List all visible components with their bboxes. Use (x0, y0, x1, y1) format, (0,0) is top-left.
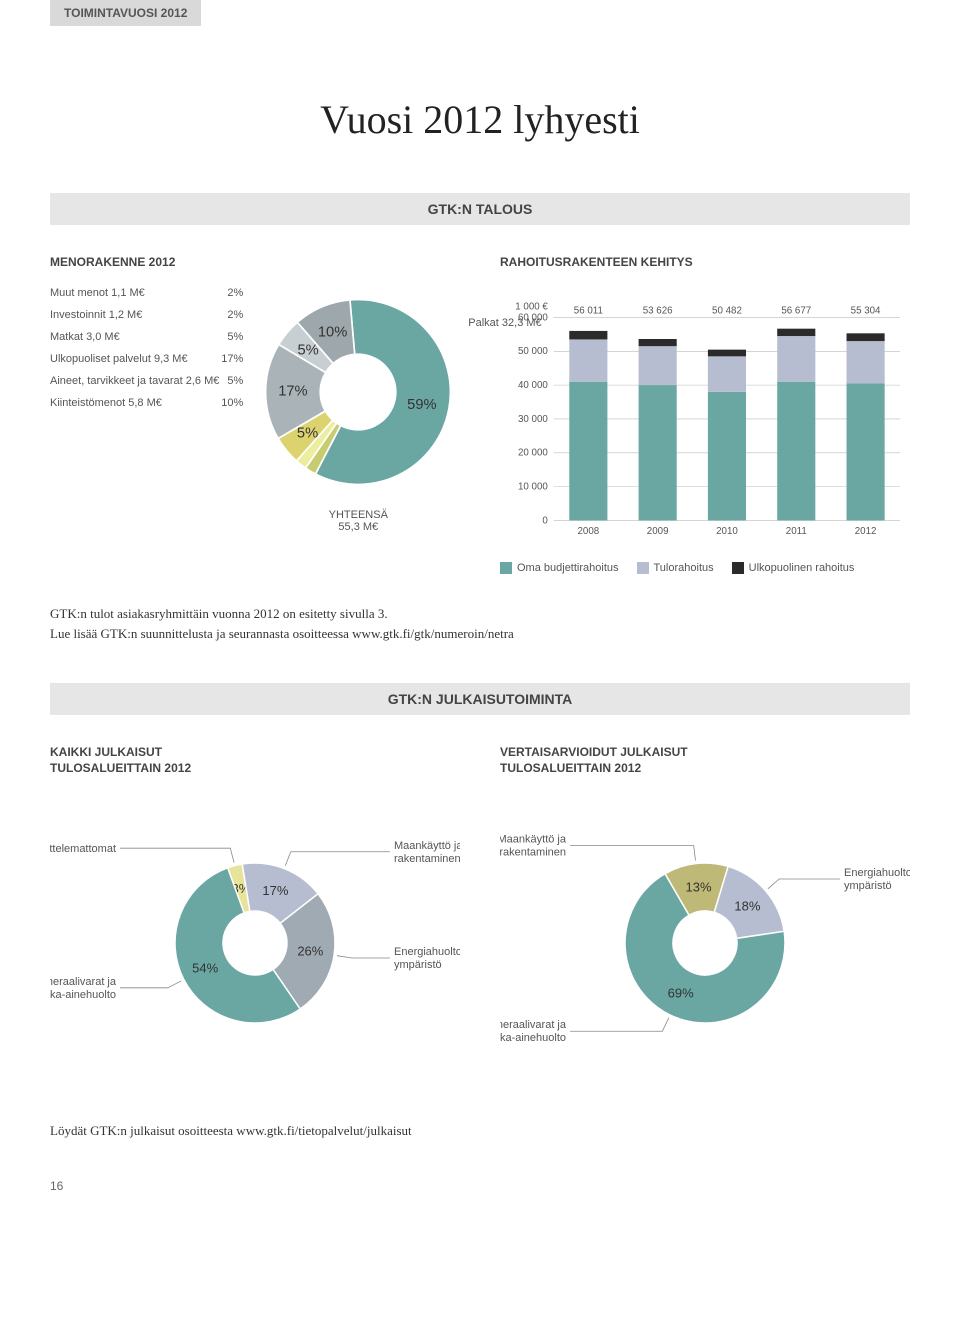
pub-peer-headings: VERTAISARVIOIDUT JULKAISUT TULOSALUEITTA… (500, 745, 910, 793)
svg-text:Maankäyttö ja: Maankäyttö ja (394, 840, 460, 852)
section-band-julkaisu: GTK:N JULKAISUTOIMINTA (50, 683, 910, 715)
menorakenne-pie-svg: 59% 5% 17% 5% 10% (253, 287, 463, 497)
svg-text:Mineraalivarat ja: Mineraalivarat ja (50, 976, 117, 988)
svg-text:10%: 10% (318, 324, 347, 340)
svg-text:40 000: 40 000 (518, 380, 548, 391)
svg-text:2012: 2012 (855, 526, 877, 537)
legend-item: Muut menot 1,1 M€2% (50, 287, 243, 299)
svg-text:2011: 2011 (786, 526, 807, 537)
svg-text:2009: 2009 (647, 526, 669, 537)
header-tab: TOIMINTAVUOSI 2012 (50, 0, 201, 26)
svg-text:55 304: 55 304 (851, 306, 881, 317)
legend-item: Matkat 3,0 M€5% (50, 331, 243, 343)
legend-item: Investoinnit 1,2 M€2% (50, 309, 243, 321)
palkat-text: Palkat 32,3 M€ (468, 317, 541, 329)
total-label: YHTEENSÄ (253, 509, 463, 521)
svg-text:30 000: 30 000 (518, 414, 548, 425)
svg-text:17%: 17% (262, 883, 288, 898)
svg-text:20 000: 20 000 (518, 448, 548, 459)
pub-peer-col: 13% 18% 69% Maankäyttö jarakentaminen Energi… (500, 793, 910, 1093)
pub-peer-heading: VERTAISARVIOIDUT JULKAISUT (500, 745, 910, 759)
svg-text:56 677: 56 677 (781, 306, 811, 317)
menorakenne-legend: Muut menot 1,1 M€2% Investoinnit 1,2 M€2%… (50, 287, 243, 419)
body-text-2: Lue lisää GTK:n suunnittelusta ja seuran… (50, 624, 910, 644)
section-band-talous: GTK:N TALOUS (50, 193, 910, 225)
menorakenne-col: MENORAKENNE 2012 Muut menot 1,1 M€2% Inve… (50, 255, 460, 574)
svg-text:rakentaminen: rakentaminen (394, 853, 460, 865)
menorakenne-total: YHTEENSÄ 55,3 M€ (253, 509, 463, 533)
rahoitus-legend: Oma budjettirahoitus Tulorahoitus Ulkopuol… (500, 562, 910, 574)
pub-all-heading: KAIKKI JULKAISUT (50, 745, 460, 759)
svg-text:26%: 26% (297, 944, 323, 959)
legend-item: Ulkopuoliset palvelut 9,3 M€17% (50, 353, 243, 365)
pub-peer-subheading: TULOSALUEITTAIN 2012 (500, 761, 910, 775)
pub-all-subheading: TULOSALUEITTAIN 2012 (50, 761, 460, 775)
bar-legend-item: Ulkopuolinen rahoitus (732, 562, 855, 574)
rahoitus-col: RAHOITUSRAKENTEEN KEHITYS 0 10 000 20 000 3… (500, 255, 910, 574)
svg-text:59%: 59% (407, 397, 436, 413)
bar-legend-item: Oma budjettirahoitus (500, 562, 619, 574)
svg-text:10 000: 10 000 (518, 482, 548, 493)
page-number: 16 (50, 1179, 910, 1193)
svg-text:raaka-ainehuolto: raaka-ainehuolto (50, 989, 116, 1001)
svg-text:Mineraalivarat ja: Mineraalivarat ja (500, 1019, 567, 1031)
svg-text:raaka-ainehuolto: raaka-ainehuolto (500, 1032, 566, 1044)
svg-text:1 000 €: 1 000 € (515, 302, 548, 313)
svg-text:5%: 5% (298, 342, 319, 358)
svg-text:17%: 17% (278, 384, 307, 400)
finance-row: MENORAKENNE 2012 Muut menot 1,1 M€2% Inve… (50, 255, 910, 574)
svg-text:69%: 69% (668, 986, 694, 1001)
svg-text:Luokittelemattomat: Luokittelemattomat (50, 843, 116, 855)
menorakenne-pie: 59% 5% 17% 5% 10% (253, 287, 463, 497)
svg-text:ympäristö: ympäristö (844, 880, 892, 892)
pub-all-headings: KAIKKI JULKAISUT TULOSALUEITTAIN 2012 (50, 745, 460, 793)
palkat-label: Palkat 32,3 M€ (468, 317, 558, 329)
svg-text:ympäristö: ympäristö (394, 959, 442, 971)
menorakenne-heading: MENORAKENNE 2012 (50, 255, 460, 269)
svg-text:54%: 54% (192, 961, 218, 976)
pub-all-pie: 3%17%26%54%LuokittelemattomatMaankäyttö … (50, 793, 460, 1093)
svg-text:50 482: 50 482 (712, 306, 742, 317)
legend-item: Aineet, tarvikkeet ja tavarat 2,6 M€5% (50, 375, 243, 387)
publications-headings-row: KAIKKI JULKAISUT TULOSALUEITTAIN 2012 VE… (50, 745, 910, 793)
svg-text:5%: 5% (297, 425, 318, 441)
body-text: GTK:n tulot asiakasryhmittäin vuonna 201… (50, 604, 910, 643)
svg-text:0: 0 (542, 515, 548, 526)
svg-text:56 011: 56 011 (574, 306, 603, 317)
svg-text:13%: 13% (686, 879, 712, 894)
rahoitus-heading: RAHOITUSRAKENTEEN KEHITYS (500, 255, 910, 269)
svg-text:18%: 18% (734, 899, 760, 914)
pub-peer-pie: 13% 18% 69% Maankäyttö jarakentaminen Energi… (500, 793, 910, 1093)
total-value: 55,3 M€ (253, 521, 463, 533)
svg-text:Energiahuolto ja: Energiahuolto ja (394, 946, 460, 958)
pub-all-col: 3%17%26%54%LuokittelemattomatMaankäyttö … (50, 793, 460, 1093)
svg-text:rakentaminen: rakentaminen (500, 847, 566, 859)
bottom-note: Löydät GTK:n julkaisut osoitteesta www.g… (50, 1123, 910, 1139)
page: TOIMINTAVUOSI 2012 Vuosi 2012 lyhyesti G… (0, 0, 960, 1233)
svg-text:50 000: 50 000 (518, 346, 548, 357)
publications-row: 3%17%26%54%LuokittelemattomatMaankäyttö … (50, 793, 910, 1093)
page-title: Vuosi 2012 lyhyesti (50, 96, 910, 143)
svg-text:53 626: 53 626 (643, 306, 673, 317)
svg-text:Maankäyttö ja: Maankäyttö ja (500, 834, 567, 846)
svg-text:2010: 2010 (716, 526, 738, 537)
svg-text:Energiahuolto ja: Energiahuolto ja (844, 867, 910, 879)
legend-item: Kiinteistömenot 5,8 M€10% (50, 397, 243, 409)
rahoitus-bar-chart: 010 00020 00030 00040 00050 00060 0001 0… (500, 287, 910, 547)
svg-text:2008: 2008 (577, 526, 599, 537)
menorakenne-pie-section: Muut menot 1,1 M€2% Investoinnit 1,2 M€2%… (50, 287, 460, 533)
body-text-1: GTK:n tulot asiakasryhmittäin vuonna 201… (50, 604, 910, 624)
bar-legend-item: Tulorahoitus (637, 562, 714, 574)
